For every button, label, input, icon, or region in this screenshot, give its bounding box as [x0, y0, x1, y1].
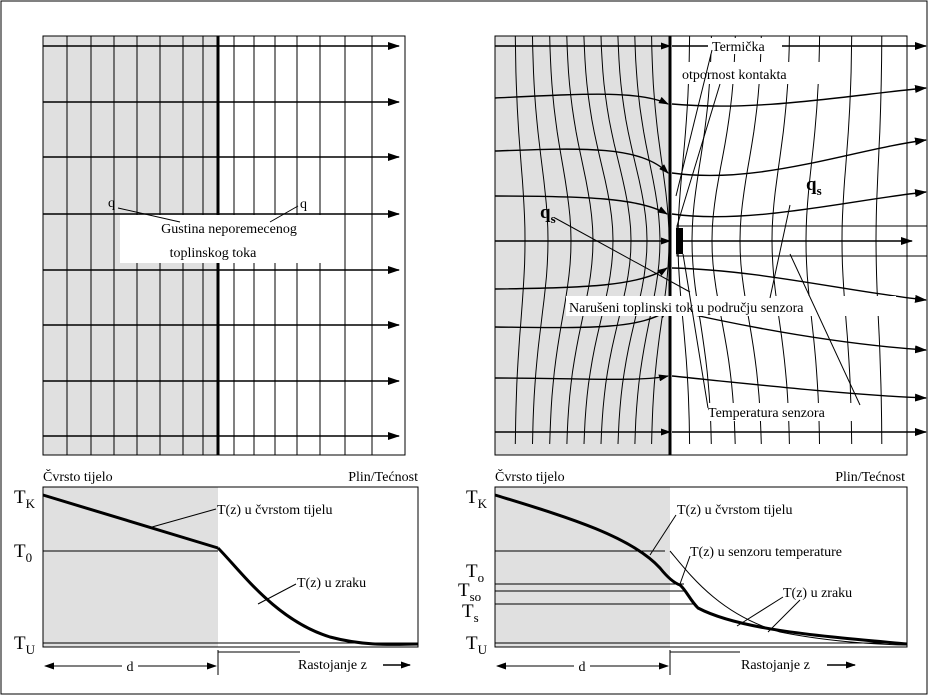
disturbed-temperature-curve	[494, 493, 908, 646]
contact-label-line2: otpornost kontakta	[682, 68, 787, 83]
fluid-label: Plin/Tećnost	[835, 470, 905, 485]
isotherm-line	[875, 35, 883, 445]
sensor-temp-label: Temperatura senzora	[708, 406, 826, 421]
caption-line1: Gustina neporemecenog	[161, 222, 297, 237]
right-bottom-frame	[494, 486, 908, 648]
q-left-leader	[117, 207, 181, 223]
t0-label: T0	[14, 541, 32, 565]
flow-line	[671, 189, 927, 218]
tk-label: TK	[466, 487, 488, 511]
isotherm-line	[739, 35, 762, 445]
isotherm-line	[634, 35, 661, 445]
isotherm-line	[532, 35, 549, 445]
isotherm-line	[514, 35, 526, 445]
air-curve-label: T(z) u zraku	[297, 576, 366, 591]
fluid-label: Plin/Tećnost	[348, 470, 418, 485]
contact-leader-1	[675, 49, 713, 197]
sensor-curve-leader	[679, 555, 691, 585]
flow-line	[494, 309, 669, 329]
solid-temperature-curve	[42, 493, 219, 550]
flow-line	[494, 93, 669, 105]
q-right-label: q	[300, 197, 307, 212]
flow-line	[671, 267, 927, 303]
solid-curve-leader	[649, 514, 677, 556]
distorted-isotherms	[514, 35, 883, 445]
disturbed-leader-1	[554, 217, 691, 293]
isotherm-line	[549, 35, 572, 445]
air-curve-label: T(z) u zraku	[783, 586, 852, 601]
air-temperature-curve	[216, 546, 419, 646]
d-label: d	[579, 660, 586, 675]
sensor-curve-label: T(z) u senzoru temperature	[690, 545, 842, 560]
flow-line	[494, 148, 669, 174]
ts-label: Ts	[462, 601, 479, 625]
to-label: To	[466, 561, 484, 585]
isotherm-line	[583, 35, 614, 445]
sensor-element	[676, 228, 683, 254]
solid-curve-leader	[151, 508, 217, 528]
right-top-panel: qs qs Termička otpornost kontakta Naruše…	[494, 35, 928, 456]
air-curve-leader	[736, 596, 784, 627]
left-top-panel: q q Gustina neporemecenog toplinskog tok…	[42, 35, 406, 456]
solid-curve-label: T(z) u čvrstom tijelu	[677, 503, 792, 518]
right-bottom-panel: Čvrsto tijelo Plin/Tećnost TK To Tso Ts …	[458, 468, 908, 675]
air-curve-leader	[257, 583, 297, 605]
left-bottom-panel: Čvrsto tijelo Plin/Tećnost TK T0 TU T(z)…	[14, 468, 419, 675]
flow-line	[494, 195, 668, 215]
left-bottom-frame	[42, 486, 419, 648]
caption-background	[120, 215, 330, 263]
isotherm-line	[691, 35, 712, 445]
flow-line	[671, 309, 927, 354]
sensor-temp-label-bg	[705, 403, 871, 421]
isotherm-line	[841, 35, 853, 445]
isotherm-line	[771, 35, 790, 445]
contact-label-line1: Termička	[712, 40, 765, 55]
flow-line	[671, 375, 927, 402]
q-right-leader	[269, 205, 299, 223]
qs-right-label: qs	[806, 174, 822, 198]
isotherm-line	[566, 35, 594, 445]
q-left-label: q	[108, 196, 115, 211]
d-label: d	[127, 660, 134, 675]
right-top-frame	[494, 35, 908, 456]
heat-flow-arrows	[43, 42, 400, 440]
d-label-bg	[574, 656, 590, 674]
flow-line	[671, 85, 927, 107]
distance-label: Rastojanje z	[741, 658, 810, 673]
left-top-frame	[42, 35, 406, 456]
sensor-temp-leader-2	[789, 253, 861, 406]
undisturbed-reference-curve	[669, 550, 908, 646]
solid-region	[43, 487, 218, 647]
isotherm-line	[600, 35, 632, 445]
contact-label-bg	[708, 38, 782, 54]
contact-label-bg2	[680, 62, 840, 84]
tk-label: TK	[14, 487, 36, 511]
disturbed-flow-label: Narušeni toplinski tok u području senzor…	[569, 301, 804, 316]
isotherm-line	[617, 35, 648, 445]
disturbed-leader-2	[769, 204, 791, 299]
d-label-bg	[122, 656, 138, 674]
contact-leader-2	[676, 83, 721, 227]
flow-line	[494, 374, 669, 382]
air-curve-leader-2	[767, 599, 801, 633]
distance-label: Rastojanje z	[298, 658, 367, 673]
tos-label: Tso	[458, 580, 481, 604]
solid-label: Čvrsto tijelo	[43, 468, 113, 485]
tu-label: TU	[14, 633, 36, 657]
disturbed-label-bg	[566, 296, 896, 316]
solid-region	[495, 36, 670, 455]
solid-curve-label: T(z) u čvrstom tijelu	[217, 503, 332, 518]
isotherm-line	[711, 35, 736, 445]
solid-label: Čvrsto tijelo	[495, 468, 565, 485]
tu-label: TU	[466, 633, 488, 657]
disturbed-flow-lines	[494, 42, 927, 436]
flow-line	[671, 137, 927, 177]
isotherm-line	[805, 35, 821, 445]
sensor-temp-leader-1	[682, 253, 709, 409]
solid-region	[495, 487, 670, 647]
qs-left-label: qs	[540, 202, 556, 226]
caption-line2: toplinskog toka	[170, 246, 258, 261]
